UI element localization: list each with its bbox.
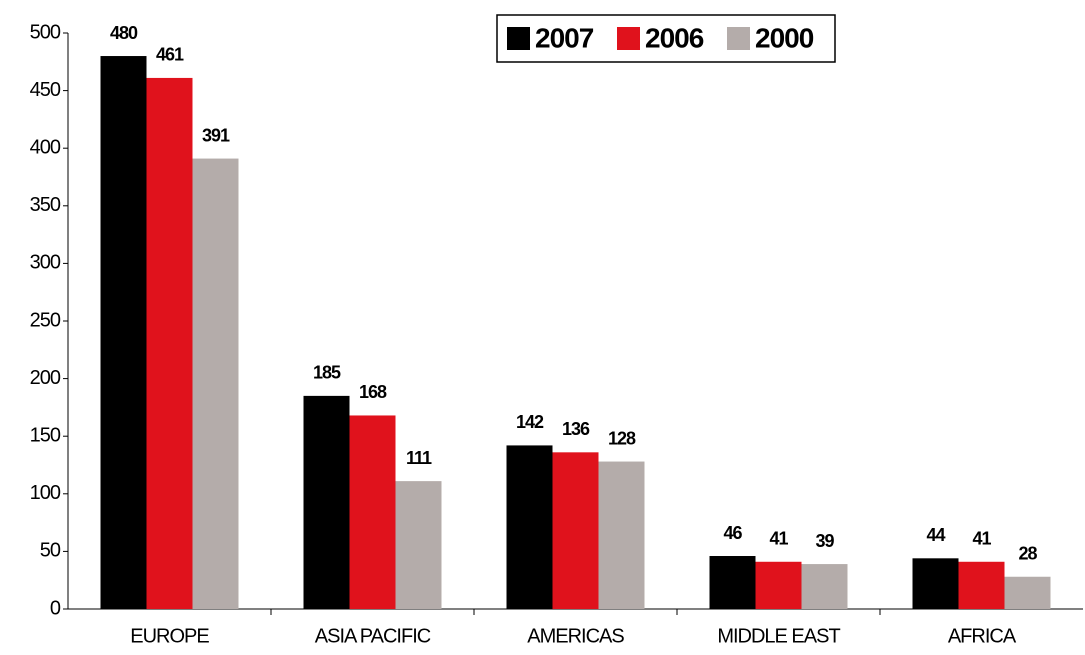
value-label: 46 <box>723 523 742 543</box>
value-label: 480 <box>110 23 138 43</box>
x-tick-label: AMERICAS <box>527 625 624 647</box>
y-tick-label: 450 <box>30 79 61 101</box>
bar <box>349 415 396 609</box>
legend-swatch <box>617 27 640 50</box>
legend-box <box>496 14 836 63</box>
bar <box>146 77 193 610</box>
value-label: 136 <box>562 419 590 439</box>
bar <box>395 481 442 609</box>
x-tick-label: MIDDLE EAST <box>717 625 840 647</box>
bar <box>1004 576 1051 609</box>
y-tick-label: 50 <box>40 540 61 562</box>
value-label: 461 <box>156 45 184 65</box>
value-label: 111 <box>406 448 432 468</box>
value-label: 128 <box>608 428 636 448</box>
value-label: 39 <box>815 531 834 551</box>
bar <box>506 445 553 609</box>
value-label: 44 <box>926 525 945 545</box>
value-label: 41 <box>972 529 991 549</box>
bar <box>958 561 1005 609</box>
legend-swatch <box>507 27 530 50</box>
x-tick-label: ASIA PACIFIC <box>315 625 431 647</box>
value-label: 28 <box>1018 543 1037 563</box>
y-tick-label: 300 <box>30 252 61 274</box>
value-label: 41 <box>769 529 788 549</box>
bar <box>801 564 848 609</box>
legend-swatch <box>727 27 750 50</box>
bar <box>100 56 147 610</box>
y-tick-label: 200 <box>30 367 61 389</box>
x-tick-label: EUROPE <box>130 625 209 647</box>
bar <box>755 561 802 609</box>
bar <box>552 452 599 609</box>
y-tick-label: 150 <box>30 424 61 446</box>
value-label: 142 <box>516 412 544 432</box>
bar <box>192 158 239 609</box>
legend-label: 2007 <box>535 22 594 53</box>
bar <box>912 558 959 609</box>
y-tick-label: 500 <box>30 21 61 43</box>
legend-label: 2006 <box>645 22 704 53</box>
x-tick-label: AFRICA <box>948 625 1017 647</box>
bar <box>598 461 645 609</box>
y-tick-label: 250 <box>30 309 61 331</box>
legend-label: 2000 <box>755 22 814 53</box>
bar <box>303 395 350 609</box>
y-tick-label: 400 <box>30 136 61 158</box>
value-label: 391 <box>202 125 230 145</box>
value-label: 185 <box>313 363 341 383</box>
y-tick-label: 0 <box>50 597 61 619</box>
y-tick-label: 100 <box>30 482 61 504</box>
y-tick-label: 350 <box>30 194 61 216</box>
bar <box>709 556 756 609</box>
value-label: 168 <box>359 382 387 402</box>
